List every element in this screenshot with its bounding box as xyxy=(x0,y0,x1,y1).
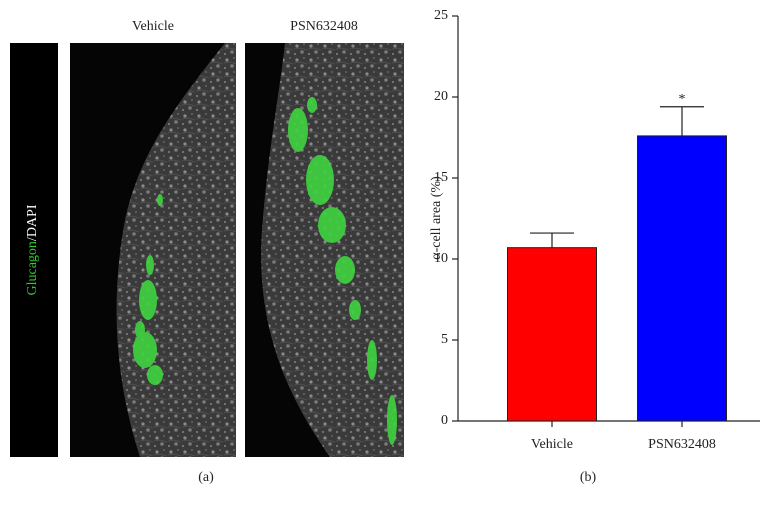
column-label: PSN632408 xyxy=(290,19,358,34)
y-tick-label: 15 xyxy=(434,170,448,185)
panel-label: (b) xyxy=(580,470,597,485)
micrograph xyxy=(245,43,404,457)
significance-mark: * xyxy=(679,92,686,107)
stain-name: /DAPI xyxy=(25,204,40,241)
micrograph xyxy=(70,43,236,457)
y-axis-label: α-cell area (%) xyxy=(429,176,444,260)
y-tick-label: 0 xyxy=(441,413,448,428)
x-tick-label: Vehicle xyxy=(531,437,573,452)
x-tick-label: PSN632408 xyxy=(648,437,716,452)
y-tick-label: 10 xyxy=(434,251,448,266)
y-tick-label: 20 xyxy=(434,89,448,104)
y-tick-label: 25 xyxy=(434,8,448,23)
bar xyxy=(507,247,597,422)
bar xyxy=(637,135,727,422)
stain-name: Glucagon xyxy=(25,241,40,295)
y-tick-label: 5 xyxy=(441,332,448,347)
column-label: Vehicle xyxy=(132,19,174,34)
label-strip xyxy=(10,43,58,457)
panel-label: (a) xyxy=(198,470,214,485)
stain-label: Glucagon/DAPI xyxy=(25,204,40,295)
